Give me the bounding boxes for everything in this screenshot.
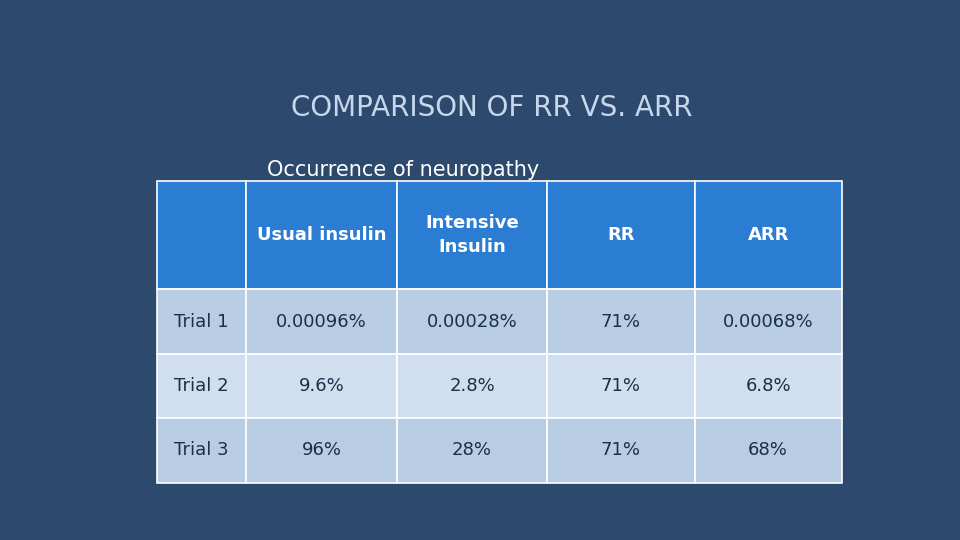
Text: 6.8%: 6.8% (745, 377, 791, 395)
Bar (396, 289, 547, 354)
Text: 9.6%: 9.6% (299, 377, 345, 395)
Text: 68%: 68% (748, 442, 788, 460)
Text: Trial 1: Trial 1 (175, 313, 228, 330)
Bar (547, 181, 694, 289)
Bar (547, 418, 694, 483)
Text: Intensive
Insulin: Intensive Insulin (425, 214, 519, 256)
Text: Occurrence of neuropathy: Occurrence of neuropathy (267, 160, 539, 180)
Text: 0.00096%: 0.00096% (276, 313, 367, 330)
Text: Trial 2: Trial 2 (175, 377, 229, 395)
Bar (157, 181, 246, 289)
Bar (694, 418, 842, 483)
Text: Trial 3: Trial 3 (175, 442, 229, 460)
Bar (246, 418, 396, 483)
Text: RR: RR (607, 226, 635, 244)
Text: 71%: 71% (601, 377, 641, 395)
Bar (246, 354, 396, 418)
Text: 2.8%: 2.8% (449, 377, 495, 395)
Text: 28%: 28% (452, 442, 492, 460)
Bar (694, 181, 842, 289)
Bar (396, 181, 547, 289)
Text: 96%: 96% (301, 442, 342, 460)
Bar (246, 289, 396, 354)
Bar (246, 181, 396, 289)
Bar (547, 354, 694, 418)
Bar (694, 354, 842, 418)
Bar (547, 289, 694, 354)
Text: 0.00068%: 0.00068% (723, 313, 813, 330)
Bar (157, 418, 246, 483)
Text: 71%: 71% (601, 313, 641, 330)
Bar (396, 354, 547, 418)
Bar (157, 289, 246, 354)
Bar (694, 289, 842, 354)
Text: ARR: ARR (748, 226, 789, 244)
Text: Usual insulin: Usual insulin (256, 226, 386, 244)
Text: COMPARISON OF RR VS. ARR: COMPARISON OF RR VS. ARR (291, 94, 693, 122)
Text: 0.00028%: 0.00028% (426, 313, 517, 330)
Text: 71%: 71% (601, 442, 641, 460)
Bar (396, 418, 547, 483)
Bar (157, 354, 246, 418)
